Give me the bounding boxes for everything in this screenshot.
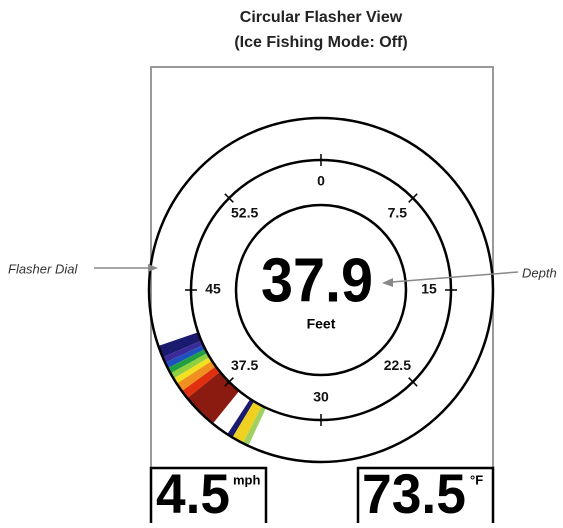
dial-label: 52.5 [231, 204, 258, 220]
signal-segment [163, 341, 203, 363]
temperature-unit: °F [470, 472, 483, 487]
signal-segment [168, 349, 207, 373]
depth-unit: Feet [307, 316, 336, 332]
speed-value: 4.5 [156, 462, 230, 523]
speed-unit: mph [233, 472, 261, 487]
dial-tick [408, 377, 418, 387]
temperature-value: 73.5 [362, 462, 466, 523]
depth-value: 37.9 [261, 246, 373, 315]
annotation: Flasher Dial [8, 261, 78, 276]
dial-label: 30 [313, 389, 329, 405]
signal-segment [159, 332, 201, 357]
signal-segment [232, 402, 262, 443]
arrow-head [148, 264, 158, 272]
title-line: Circular Flasher View [240, 9, 403, 26]
dial-label: 0 [317, 173, 325, 189]
dial-label: 45 [205, 281, 221, 297]
signal-segment [166, 345, 205, 368]
annotation-line [391, 271, 519, 283]
dial-label: 7.5 [388, 204, 408, 220]
title-line: (Ice Fishing Mode: Off) [234, 34, 407, 51]
inner-ring [234, 203, 408, 377]
flasher-signal [159, 332, 266, 445]
arrow-head [382, 278, 393, 287]
annotation: Depth [522, 265, 557, 280]
signal-segment [243, 406, 266, 445]
signal-segment [171, 353, 209, 379]
dial-label: 15 [421, 281, 437, 297]
signal-segment [177, 361, 216, 391]
signal-segment [182, 366, 220, 398]
dial-tick [224, 377, 234, 387]
dial-tick [408, 193, 418, 203]
dial-labels: 0 7.5 15 22.5 30 37.5 45 52.5 [185, 154, 457, 426]
dial-label: 37.5 [231, 357, 258, 373]
signal-segment [174, 357, 212, 384]
speed-box [149, 466, 268, 528]
signal-segment [227, 399, 254, 437]
dial-label: 22.5 [384, 357, 411, 373]
dial-tick [224, 193, 234, 203]
outer-ring [147, 116, 495, 464]
